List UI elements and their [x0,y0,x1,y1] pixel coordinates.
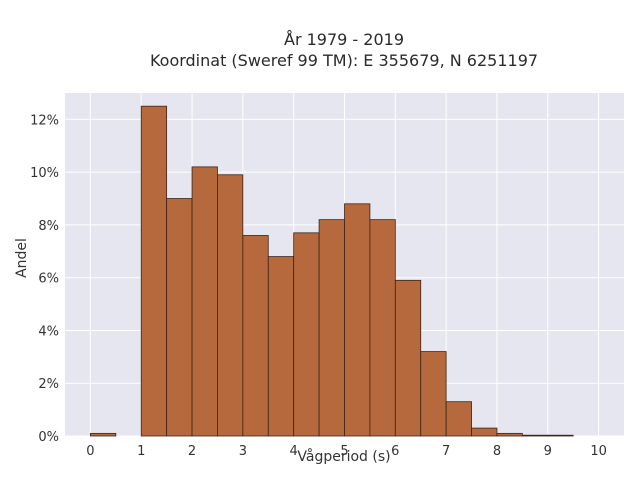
histogram-bar [267,256,295,437]
y-tick-label: 2% [38,377,59,392]
chart-title-line-1: År 1979 - 2019 [284,30,404,49]
y-tick-label: 8% [38,219,59,234]
x-tick-label: 8 [493,444,501,459]
histogram-bar [547,434,574,437]
x-tick-label: 6 [391,444,399,459]
x-tick-label: 10 [590,444,607,459]
y-axis-label: Andel [14,238,30,278]
y-tick-label: 6% [38,272,59,287]
histogram-bar [471,427,498,437]
bars [90,105,574,437]
histogram-bar [445,401,472,437]
y-tick-label: 12% [30,113,59,128]
y-axis-ticks: 0% 2% 4% 6% 8% 10% 12% [30,113,59,445]
histogram-bar [217,174,244,437]
histogram-bar [166,198,193,437]
y-tick-label: 0% [38,430,59,445]
x-tick-label: 3 [239,444,247,459]
x-tick-label: 0 [86,444,94,459]
histogram-bar [369,219,396,437]
y-tick-label: 10% [30,166,59,181]
histogram-bar [521,434,549,437]
histogram-bar [90,432,117,437]
x-axis-ticks: 0 1 2 3 4 5 6 7 8 9 10 [86,444,607,459]
x-tick-label: 5 [340,444,348,459]
histogram-bar [293,232,320,437]
histogram-bar [242,235,269,437]
x-tick-label: 4 [290,444,298,459]
histogram-bar [344,203,371,437]
histogram-bar [496,432,523,437]
histogram-bar [191,166,218,437]
histogram-bar [420,351,447,437]
x-tick-label: 7 [442,444,450,459]
x-axis-label: Vågperiod (s) [297,448,390,465]
x-tick-label: 9 [544,444,552,459]
x-tick-label: 1 [137,444,145,459]
y-tick-label: 4% [38,324,59,339]
histogram-bar [140,105,168,437]
histogram-bar [394,279,422,437]
chart-title-line-2: Koordinat (Sweref 99 TM): E 355679, N 62… [150,51,538,70]
x-tick-label: 2 [188,444,196,459]
histogram-bar [318,219,345,437]
